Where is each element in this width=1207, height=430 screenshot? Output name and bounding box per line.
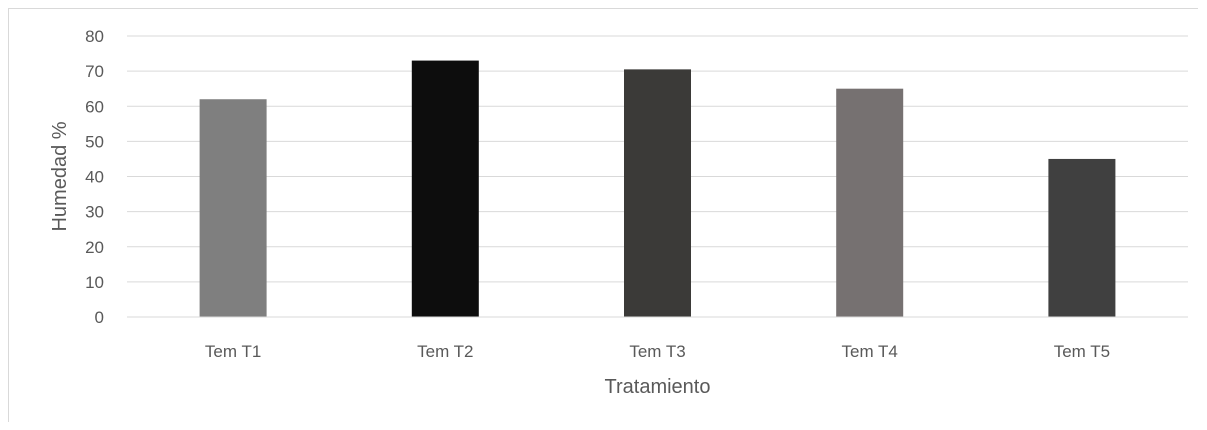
- y-tick-label: 50: [85, 132, 104, 151]
- y-tick-label: 80: [85, 27, 104, 46]
- bar-4: [836, 88, 904, 317]
- x-tick-label: Tem T2: [417, 342, 473, 361]
- y-tick-label: 20: [85, 238, 104, 257]
- x-tick-label: Tem T5: [1054, 342, 1110, 361]
- bar-3: [624, 69, 691, 318]
- y-axis-label: Humedad %: [49, 121, 71, 231]
- bar-5: [1048, 158, 1116, 317]
- y-tick-label: 30: [85, 203, 104, 222]
- bar-1: [199, 99, 267, 317]
- y-tick-label: 60: [85, 97, 104, 116]
- bars: [199, 60, 1116, 318]
- x-axis-ticks: Tem T1 Tem T2 Tem T3 Tem T4 Tem T5: [205, 342, 1110, 361]
- y-tick-label: 70: [85, 62, 104, 81]
- x-axis-label: Tratamiento: [605, 376, 711, 398]
- y-tick-label: 10: [85, 273, 104, 292]
- x-tick-label: Tem T1: [205, 342, 261, 361]
- y-tick-label: 40: [85, 168, 104, 187]
- chart-frame: [8, 8, 1198, 422]
- bar-2: [411, 60, 479, 318]
- x-tick-label: Tem T3: [629, 342, 685, 361]
- y-axis-ticks: 0 10 20 30 40 50 60 70 80: [85, 27, 104, 327]
- x-tick-label: Tem T4: [842, 342, 898, 361]
- y-tick-label: 0: [95, 308, 104, 327]
